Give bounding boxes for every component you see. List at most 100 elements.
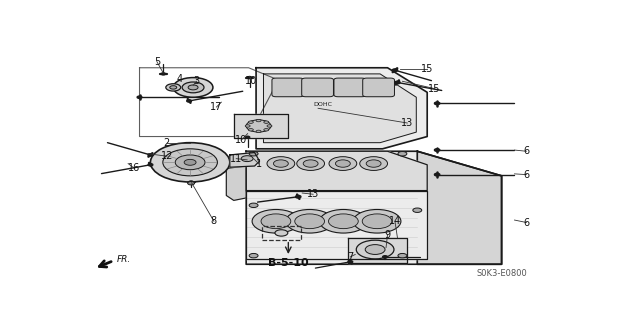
Text: 2: 2 xyxy=(164,138,170,148)
Circle shape xyxy=(273,160,288,167)
Circle shape xyxy=(182,82,204,93)
Circle shape xyxy=(173,78,213,97)
Polygon shape xyxy=(246,190,428,259)
Circle shape xyxy=(366,160,381,167)
Text: 12: 12 xyxy=(161,151,173,161)
Circle shape xyxy=(249,254,258,258)
Polygon shape xyxy=(348,239,408,263)
Text: B-5-10: B-5-10 xyxy=(268,258,308,268)
Text: 6: 6 xyxy=(524,218,529,227)
Circle shape xyxy=(267,125,272,127)
Circle shape xyxy=(264,129,269,131)
FancyBboxPatch shape xyxy=(272,78,304,97)
Circle shape xyxy=(137,96,142,98)
Circle shape xyxy=(188,182,195,185)
Circle shape xyxy=(297,157,324,170)
FancyBboxPatch shape xyxy=(363,78,394,97)
Circle shape xyxy=(362,214,392,229)
Text: 6: 6 xyxy=(524,146,529,156)
Circle shape xyxy=(249,152,258,156)
Circle shape xyxy=(248,77,252,78)
Circle shape xyxy=(246,120,271,132)
Circle shape xyxy=(245,125,250,127)
Circle shape xyxy=(249,203,258,208)
Text: 11: 11 xyxy=(230,154,243,164)
Text: 1: 1 xyxy=(255,159,262,168)
Circle shape xyxy=(329,157,356,170)
Circle shape xyxy=(353,210,401,233)
Circle shape xyxy=(161,73,165,75)
Circle shape xyxy=(392,69,397,71)
Circle shape xyxy=(246,136,250,138)
Circle shape xyxy=(348,261,353,263)
Text: 3: 3 xyxy=(193,76,200,86)
Text: 15: 15 xyxy=(421,64,433,74)
Circle shape xyxy=(360,157,388,170)
Circle shape xyxy=(435,173,440,176)
FancyBboxPatch shape xyxy=(334,78,365,97)
Text: 10: 10 xyxy=(245,76,257,86)
Text: 6: 6 xyxy=(524,170,529,180)
Text: 15: 15 xyxy=(428,84,441,94)
Text: S0K3-E0800: S0K3-E0800 xyxy=(476,269,527,278)
Circle shape xyxy=(383,256,387,258)
Polygon shape xyxy=(246,151,502,264)
Circle shape xyxy=(335,160,350,167)
Polygon shape xyxy=(230,152,260,167)
Text: FR.: FR. xyxy=(117,255,131,264)
Circle shape xyxy=(187,100,191,102)
Circle shape xyxy=(295,214,324,229)
Circle shape xyxy=(188,85,198,90)
Circle shape xyxy=(398,254,407,258)
Circle shape xyxy=(252,210,300,233)
Circle shape xyxy=(184,160,196,165)
Circle shape xyxy=(303,160,318,167)
Circle shape xyxy=(356,240,394,259)
Polygon shape xyxy=(256,68,428,149)
Text: 5: 5 xyxy=(154,56,160,67)
Circle shape xyxy=(175,155,205,170)
Circle shape xyxy=(413,208,422,212)
Circle shape xyxy=(365,245,385,255)
Circle shape xyxy=(267,157,295,170)
Text: 4: 4 xyxy=(176,74,182,84)
Circle shape xyxy=(150,143,230,182)
Text: 13: 13 xyxy=(307,189,319,199)
Circle shape xyxy=(395,81,400,84)
Text: 9: 9 xyxy=(385,230,390,240)
Text: 17: 17 xyxy=(210,102,223,112)
Circle shape xyxy=(286,210,333,233)
Text: 14: 14 xyxy=(389,216,401,226)
Circle shape xyxy=(170,86,177,89)
Circle shape xyxy=(189,181,193,183)
FancyBboxPatch shape xyxy=(301,78,333,97)
Circle shape xyxy=(241,156,253,162)
Text: 8: 8 xyxy=(211,216,217,226)
Circle shape xyxy=(256,130,261,133)
Circle shape xyxy=(319,210,367,233)
Polygon shape xyxy=(227,166,246,200)
Circle shape xyxy=(328,214,358,229)
Text: 10: 10 xyxy=(235,135,247,145)
Polygon shape xyxy=(246,151,428,190)
Circle shape xyxy=(296,195,301,198)
Circle shape xyxy=(148,154,153,156)
Circle shape xyxy=(248,129,253,131)
Polygon shape xyxy=(264,74,416,143)
Circle shape xyxy=(166,84,180,91)
Circle shape xyxy=(264,121,269,123)
Circle shape xyxy=(398,152,407,156)
Text: 7: 7 xyxy=(347,252,353,262)
Circle shape xyxy=(435,149,440,152)
Circle shape xyxy=(256,119,261,122)
Circle shape xyxy=(148,164,153,166)
Circle shape xyxy=(435,102,440,105)
Circle shape xyxy=(275,230,288,236)
Polygon shape xyxy=(417,151,502,264)
Polygon shape xyxy=(234,115,288,138)
Text: 13: 13 xyxy=(401,118,413,128)
Text: DOHC: DOHC xyxy=(314,102,333,107)
Circle shape xyxy=(261,214,291,229)
Text: 16: 16 xyxy=(129,163,141,174)
Circle shape xyxy=(163,149,218,176)
